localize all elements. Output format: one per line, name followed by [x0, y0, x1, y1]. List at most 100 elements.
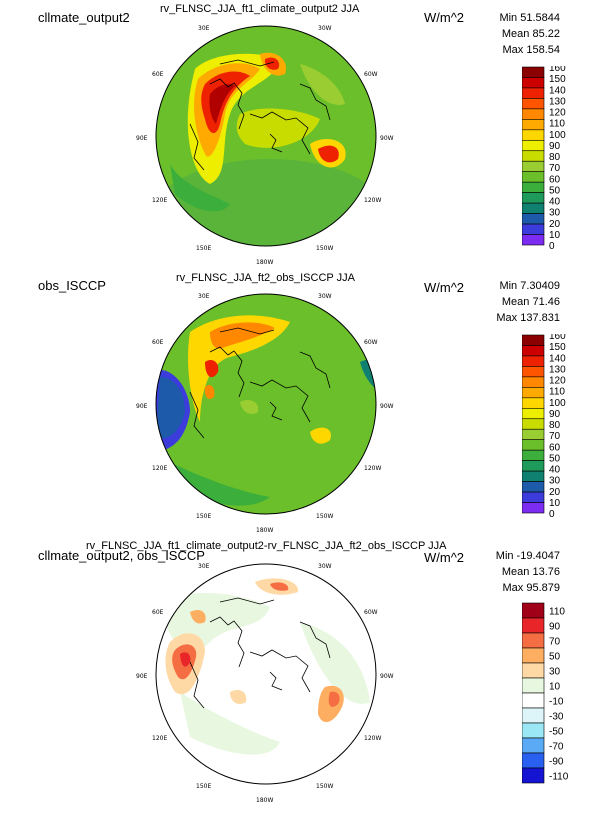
lon-label: 120E	[152, 197, 167, 204]
lon-label: 30E	[198, 25, 210, 32]
lon-label: 60E	[152, 339, 164, 346]
colorbar-swatch	[522, 139, 545, 152]
colorbar-swatch	[522, 737, 545, 754]
colorbar: 110 90 70 50 30 10 -10 -30 -50 -70 -90 -110	[522, 602, 569, 784]
panel-center-title: rv_FLNSC_JJA_ft1_climate_output2 JJA	[160, 3, 360, 15]
colorbar-tick-label: 150	[549, 74, 566, 85]
colorbar-tick-label: 60	[549, 442, 561, 453]
stat-mean: Mean 71.46	[501, 296, 560, 308]
panel-left-title: cllmate_output2, obs_ISCCP	[38, 548, 205, 563]
colorbar-swatch	[522, 617, 545, 634]
colorbar-swatch	[522, 387, 545, 399]
colorbar-tick-label: 70	[549, 431, 561, 442]
colorbar-swatch	[522, 662, 545, 679]
polar-map: 30E 30W 60E 60W 90E 90W 120E 120W 150E 1…	[136, 563, 394, 804]
stat-min: Min 7.30409	[499, 280, 560, 292]
colorbar-tick-label: 120	[549, 108, 566, 119]
colorbar-tick-label: 150	[549, 342, 566, 353]
colorbar-swatch	[522, 355, 545, 367]
polar-map: 30E 30W 60E 60W 90E 90W 120E 120W 150E 1…	[136, 25, 394, 266]
colorbar-tick-label: 30	[549, 208, 561, 219]
colorbar-tick-label: 30	[549, 667, 561, 678]
lon-label: 120W	[364, 465, 381, 472]
stat-max: Max 95.879	[502, 582, 560, 594]
colorbar-swatch	[522, 707, 545, 724]
lon-label: 60E	[152, 609, 164, 616]
colorbar-tick-label: 10	[549, 230, 561, 241]
colorbar-tick-label: 110	[549, 387, 565, 398]
colorbar-swatch	[522, 129, 545, 141]
colorbar-swatch	[522, 213, 545, 225]
polar-map: 30E 30W 60E 60W 90E 90W 120E 120W 150E 1…	[136, 293, 394, 534]
stats-block: Min 7.30409 Mean 71.46 Max 137.831	[494, 278, 560, 326]
lon-label: 90W	[380, 403, 394, 410]
colorbar-swatch	[522, 366, 545, 378]
colorbar-tick-label: 90	[549, 141, 561, 152]
lon-label: 30W	[318, 563, 332, 570]
colorbar-tick-label: 40	[549, 197, 561, 208]
colorbar-swatch	[522, 439, 545, 451]
colorbar-swatch	[522, 407, 545, 420]
colorbar-swatch	[522, 345, 545, 357]
lon-label: 30W	[318, 25, 332, 32]
colorbar-swatch	[522, 449, 545, 461]
lon-label: 60W	[364, 609, 378, 616]
coastline-lines	[189, 327, 331, 439]
lon-label: 90E	[136, 403, 148, 410]
panel-center-title: rv_FLNSC_JJA_ft1_climate_output2-rv_FLNS…	[86, 540, 447, 552]
stat-min: Min -19.4047	[495, 550, 560, 562]
lon-label: 180W	[256, 527, 273, 534]
colorbar-swatch	[522, 677, 545, 694]
lon-label: 60W	[364, 339, 378, 346]
colorbar-tick-label: 100	[549, 398, 566, 409]
units-label: W/m^2	[424, 550, 465, 565]
panel-left-title: cllmate_output2	[38, 10, 130, 25]
units-label: W/m^2	[424, 280, 465, 295]
colorbar-tick-label: 120	[549, 376, 566, 387]
lon-label: 120W	[364, 735, 381, 742]
colorbar-tick-label: 50	[549, 453, 561, 464]
colorbar-swatch	[522, 223, 545, 235]
stat-max: Max 158.54	[502, 44, 560, 56]
lon-label: 30E	[198, 563, 210, 570]
stat-max: Max 137.831	[496, 312, 560, 324]
plot-panel-obs: obs_ISCCP rv_FLNSC_JJA_ft2_obs_ISCCP JJA…	[0, 272, 606, 542]
colorbar-tick-label: 100	[549, 130, 566, 141]
colorbar-swatch	[522, 171, 545, 183]
stat-mean: Mean 13.76	[501, 566, 560, 578]
colorbar-swatch	[522, 460, 545, 472]
colorbar-tick-label: 130	[549, 364, 566, 375]
lon-label: 30W	[318, 293, 332, 300]
colorbar-tick-label: 160	[549, 334, 566, 342]
stats-block: Min -19.4047 Mean 13.76 Max 95.879	[494, 548, 560, 596]
lon-label: 150W	[316, 245, 333, 252]
colorbar-tick-label: 40	[549, 465, 561, 476]
lon-label: 120E	[152, 735, 167, 742]
colorbar-tick-label: 10	[549, 682, 561, 693]
colorbar-tick-label: 50	[549, 652, 561, 663]
colorbar-tick-label: 30	[549, 476, 561, 487]
map-border	[155, 563, 377, 785]
colorbar-swatch	[522, 692, 545, 709]
colorbar-tick-label: -90	[549, 757, 564, 768]
colorbar-swatch	[522, 647, 545, 664]
colorbar-swatch	[522, 181, 545, 193]
colorbar-tick-label: 80	[549, 152, 561, 163]
lon-label: 150W	[316, 513, 333, 520]
colorbar-swatch	[522, 119, 545, 131]
colorbar-swatch	[522, 752, 545, 769]
lon-label: 150W	[316, 783, 333, 790]
colorbar-tick-label: 70	[549, 163, 561, 174]
lon-label: 90W	[380, 673, 394, 680]
stat-min: Min 51.5844	[499, 12, 560, 24]
colorbar-tick-label: 90	[549, 409, 561, 420]
colorbar-tick-label: 110	[549, 607, 565, 618]
colorbar-swatch	[522, 202, 545, 214]
lon-label: 60W	[364, 71, 378, 78]
colorbar-tick-label: 0	[549, 509, 555, 520]
lon-label: 180W	[256, 797, 273, 804]
colorbar-tick-label: -10	[549, 697, 564, 708]
colorbar-swatch	[522, 98, 545, 110]
colorbar-swatch	[522, 108, 545, 120]
